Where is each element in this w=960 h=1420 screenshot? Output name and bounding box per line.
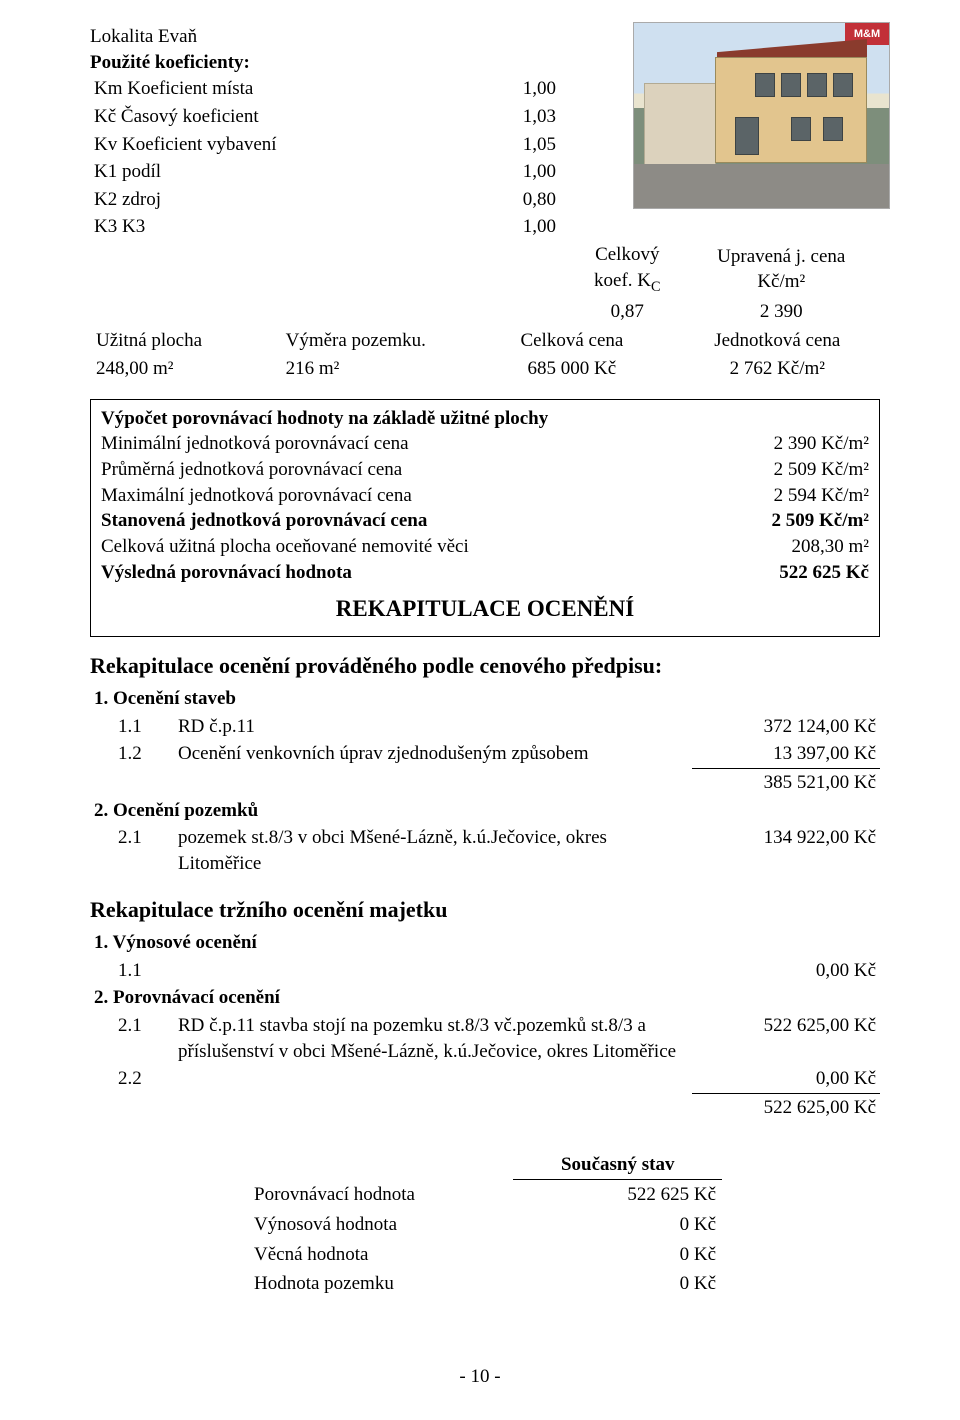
calc-row-label: Stanovená jednotková porovnávací cena <box>101 508 427 534</box>
rekapitulace-center: REKAPITULACE OCENĚNÍ <box>101 593 869 624</box>
recap1-g2: 2. Ocenění pozemků <box>90 797 880 825</box>
recap2-head: Rekapitulace tržního ocenění majetku <box>90 895 880 925</box>
unit-value: 2 390 <box>683 298 880 326</box>
koef-kc-label: koef. KC <box>594 270 661 291</box>
current-value: 522 625 Kč <box>513 1180 722 1210</box>
calc-title: Výpočet porovnávací hodnoty na základě u… <box>101 406 869 432</box>
calc-row-value: 2 509 Kč/m² <box>771 508 869 534</box>
coef-value: 1,00 <box>462 213 560 241</box>
recap1-table: 1. Ocenění staveb 1.1RD č.p.11372 124,00… <box>90 685 880 877</box>
kcm2-label: Kč/m² <box>757 271 805 292</box>
calc-row-label: Výsledná porovnávací hodnota <box>101 560 352 586</box>
calc-row-label: Průměrná jednotková porovnávací cena <box>101 457 402 483</box>
coef-table: Km Koeficient místa1,00Kč Časový koefici… <box>90 75 560 241</box>
recap2-g1: 1. Výnosové ocenění <box>90 929 880 957</box>
current-label: Hodnota pozemku <box>248 1269 513 1299</box>
calc-row-value: 2 594 Kč/m² <box>774 483 869 509</box>
coef-label: Kv Koeficient vybavení <box>90 131 462 159</box>
calc-block: Výpočet porovnávací hodnoty na základě u… <box>90 399 880 638</box>
recap1-head: Rekapitulace ocenění prováděného podle c… <box>90 651 880 681</box>
calc-row-label: Maximální jednotková porovnávací cena <box>101 483 412 509</box>
current-label: Porovnávací hodnota <box>248 1180 513 1210</box>
recap-amount: 13 397,00 Kč <box>692 740 880 768</box>
calc-row-value: 522 625 Kč <box>779 560 869 586</box>
calc-row-value: 2 390 Kč/m² <box>774 431 869 457</box>
uzitna-v: 248,00 m² <box>90 355 280 383</box>
top: M&M Lokalita Evaň Použité koeficienty: K… <box>90 24 880 383</box>
celkova-lbl: Celková cena <box>469 327 674 355</box>
coef-value: 1,05 <box>462 131 560 159</box>
recap-text: RD č.p.11 stavba stojí na pozemku st.8/3… <box>174 1012 692 1065</box>
calc-row-value: 208,30 m² <box>792 534 869 560</box>
recap-amount: 0,00 Kč <box>692 1065 880 1093</box>
current-label: Věcná hodnota <box>248 1240 513 1270</box>
recap2-g2: 2. Porovnávací ocenění <box>90 984 880 1012</box>
current-value: 0 Kč <box>513 1240 722 1270</box>
jednot-v: 2 762 Kč/m² <box>675 355 880 383</box>
recap-amount: 0,00 Kč <box>692 957 880 985</box>
coef-value: 1,00 <box>462 75 560 103</box>
area-table: Užitná plocha Výměra pozemku. Celková ce… <box>90 327 880 382</box>
page: M&M Lokalita Evaň Použité koeficienty: K… <box>0 0 960 1420</box>
recap-idx: 1.1 <box>90 713 174 741</box>
coef-label: Kč Časový koeficient <box>90 103 462 131</box>
recap-amount: 372 124,00 Kč <box>692 713 880 741</box>
calc-row-label: Minimální jednotková porovnávací cena <box>101 431 409 457</box>
recap-amount: 134 922,00 Kč <box>692 824 880 877</box>
recap1-g1-subtotal: 385 521,00 Kč <box>692 768 880 796</box>
upravena-label: Upravená j. cena <box>717 246 845 267</box>
recap-text <box>174 957 692 985</box>
coef-label: K2 zdroj <box>90 186 462 214</box>
kc-value: 0,87 <box>572 298 683 326</box>
recap2-g2-subtotal: 522 625,00 Kč <box>692 1093 880 1121</box>
current-label: Výnosová hodnota <box>248 1210 513 1240</box>
vymera-v: 216 m² <box>280 355 470 383</box>
calc-row-label: Celková užitná plocha oceňované nemovité… <box>101 534 469 560</box>
celkova-v: 685 000 Kč <box>469 355 674 383</box>
coef-label: K1 podíl <box>90 158 462 186</box>
recap2-table: 1. Výnosové ocenění 1.1 0,00 Kč 2. Porovn… <box>90 929 880 1121</box>
recap-idx: 2.1 <box>90 1012 174 1065</box>
coef-label: K3 K3 <box>90 213 462 241</box>
calc-row-value: 2 509 Kč/m² <box>774 457 869 483</box>
recap-text: Ocenění venkovních úprav zjednodušeným z… <box>174 740 692 768</box>
current-hdr: Současný stav <box>513 1150 722 1180</box>
coef-label: Km Koeficient místa <box>90 75 462 103</box>
recap-text: RD č.p.11 <box>174 713 692 741</box>
right-head: Celkový koef. KC Upravená j. cena Kč/m² … <box>90 241 880 325</box>
uzitna-lbl: Užitná plocha <box>90 327 280 355</box>
recap-text: pozemek st.8/3 v obci Mšené-Lázně, k.ú.J… <box>174 824 692 877</box>
recap-idx: 2.2 <box>90 1065 174 1093</box>
coef-value: 1,03 <box>462 103 560 131</box>
celkovy-label: Celkový <box>595 244 659 265</box>
current-value: 0 Kč <box>513 1210 722 1240</box>
recap-amount: 522 625,00 Kč <box>692 1012 880 1065</box>
coef-value: 1,00 <box>462 158 560 186</box>
recap-idx: 1.1 <box>90 957 174 985</box>
recap-idx: 1.2 <box>90 740 174 768</box>
current-table: Současný stav Porovnávací hodnota522 625… <box>248 1150 722 1299</box>
jednot-lbl: Jednotková cena <box>675 327 880 355</box>
recap-idx: 2.1 <box>90 824 174 877</box>
page-number: - 10 - <box>0 1364 960 1390</box>
vymera-lbl: Výměra pozemku. <box>280 327 470 355</box>
recap1-g1: 1. Ocenění staveb <box>90 685 880 713</box>
recap-text <box>174 1065 692 1093</box>
current-value: 0 Kč <box>513 1269 722 1299</box>
coef-value: 0,80 <box>462 186 560 214</box>
photo-thumb: M&M <box>633 22 890 209</box>
